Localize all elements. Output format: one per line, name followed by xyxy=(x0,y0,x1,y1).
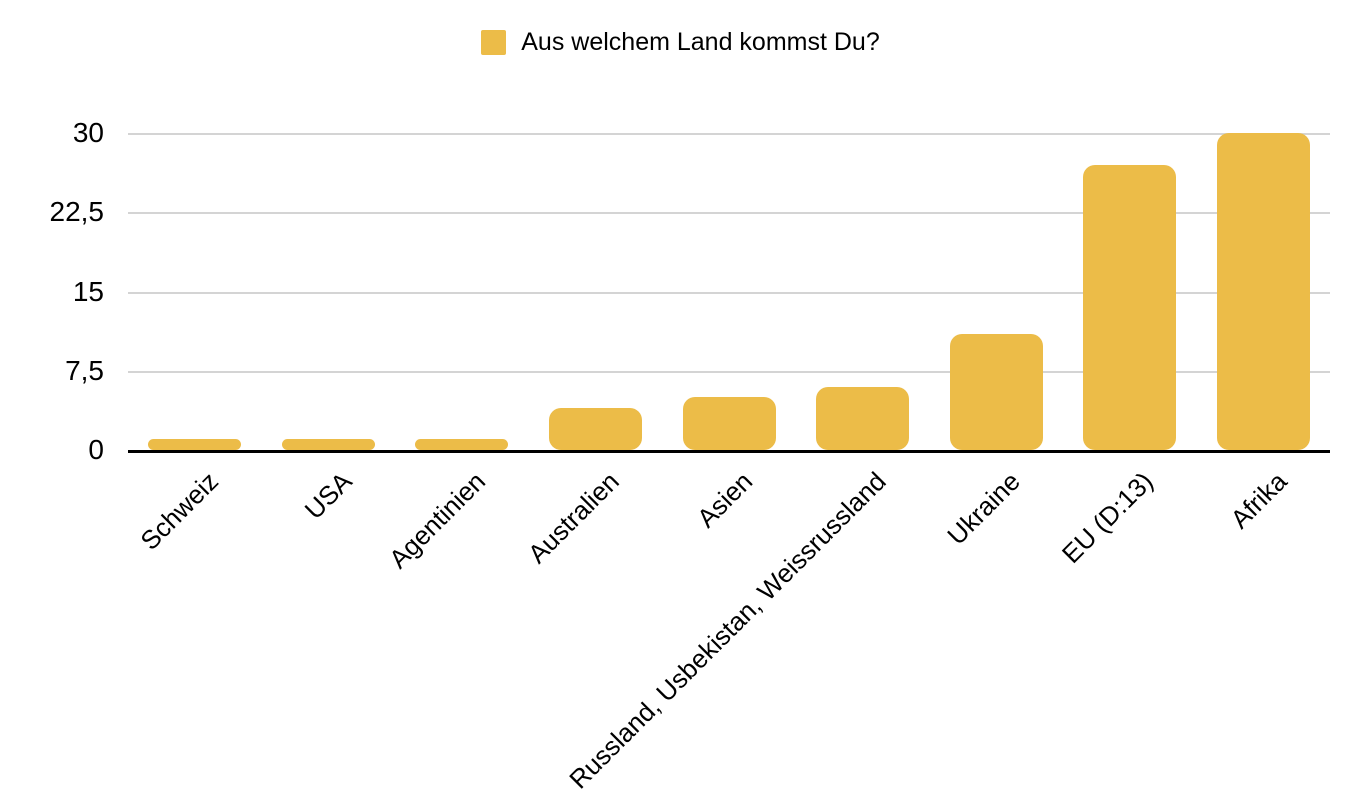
x-tick-label: Asien xyxy=(691,466,759,534)
bar-australien xyxy=(548,407,642,450)
gridline-y-7,5 xyxy=(128,370,1330,373)
chart-legend: Aus welchem Land kommst Du? xyxy=(0,28,1361,57)
y-tick-label: 30 xyxy=(72,117,104,148)
bar-usa xyxy=(281,439,375,450)
bar-ukraine xyxy=(949,333,1043,450)
x-tick-label: EU (D:13) xyxy=(1055,466,1159,569)
bar-afrika xyxy=(1216,133,1310,450)
bar-schweiz xyxy=(148,439,242,450)
bar-eu-d-13- xyxy=(1083,164,1177,450)
gridline-y-22,5 xyxy=(128,212,1330,215)
x-tick-label: Afrika xyxy=(1224,466,1293,535)
x-tick-label: Agentinien xyxy=(382,466,492,575)
bar-agentinien xyxy=(415,439,509,450)
y-tick-label: 22,5 xyxy=(49,196,105,228)
x-axis-line xyxy=(128,450,1330,453)
bar-asien xyxy=(682,397,776,450)
legend-swatch xyxy=(481,30,507,55)
y-tick-label: 0 xyxy=(88,434,104,465)
gridline-y-30 xyxy=(128,133,1330,135)
chart-title: Aus welchem Land kommst Du? xyxy=(521,28,880,56)
bar-russland-usbekistan-weissrussland xyxy=(816,386,910,450)
x-tick-label: Australien xyxy=(521,466,625,569)
x-tick-label: Schweiz xyxy=(134,466,224,556)
x-tick-label: Ukraine xyxy=(940,466,1026,551)
plot-area: Schweiz USA Agentinien Australien Asien Russl… xyxy=(128,133,1330,794)
y-tick-label: 15 xyxy=(72,275,104,307)
x-tick-label: USA xyxy=(298,466,358,526)
y-tick-label: 7,5 xyxy=(65,354,104,386)
gridline-y-15 xyxy=(128,291,1330,294)
